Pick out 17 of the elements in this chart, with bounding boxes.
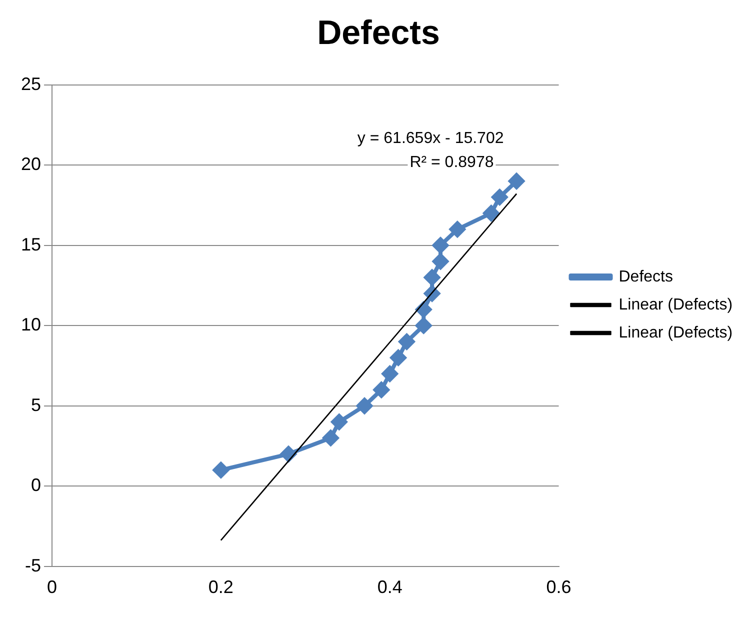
y-tick-label: 10 — [20, 314, 42, 335]
y-tick-label: 25 — [20, 74, 42, 94]
y-tick-label: 0 — [31, 475, 42, 496]
legend-label: Linear (Defects) — [618, 324, 733, 342]
annotation: y = 61.659x - 15.702 — [357, 130, 504, 147]
y-tick-label: -5 — [25, 555, 42, 576]
y-tick-label: 20 — [20, 154, 42, 174]
x-tick-label: 0 — [47, 577, 58, 598]
y-tick-label: 5 — [31, 394, 42, 415]
x-tick-label: 0.2 — [208, 577, 234, 598]
y-tick-label: 15 — [20, 234, 42, 254]
x-tick-label: 0.4 — [377, 577, 402, 598]
legend-label: Linear (Defects) — [618, 296, 733, 314]
chart-title: Defects — [317, 14, 440, 52]
x-tick-label: 0.6 — [546, 577, 572, 598]
legend-label: Defects — [618, 268, 673, 286]
annotation: R² = 0.8978 — [410, 154, 494, 171]
